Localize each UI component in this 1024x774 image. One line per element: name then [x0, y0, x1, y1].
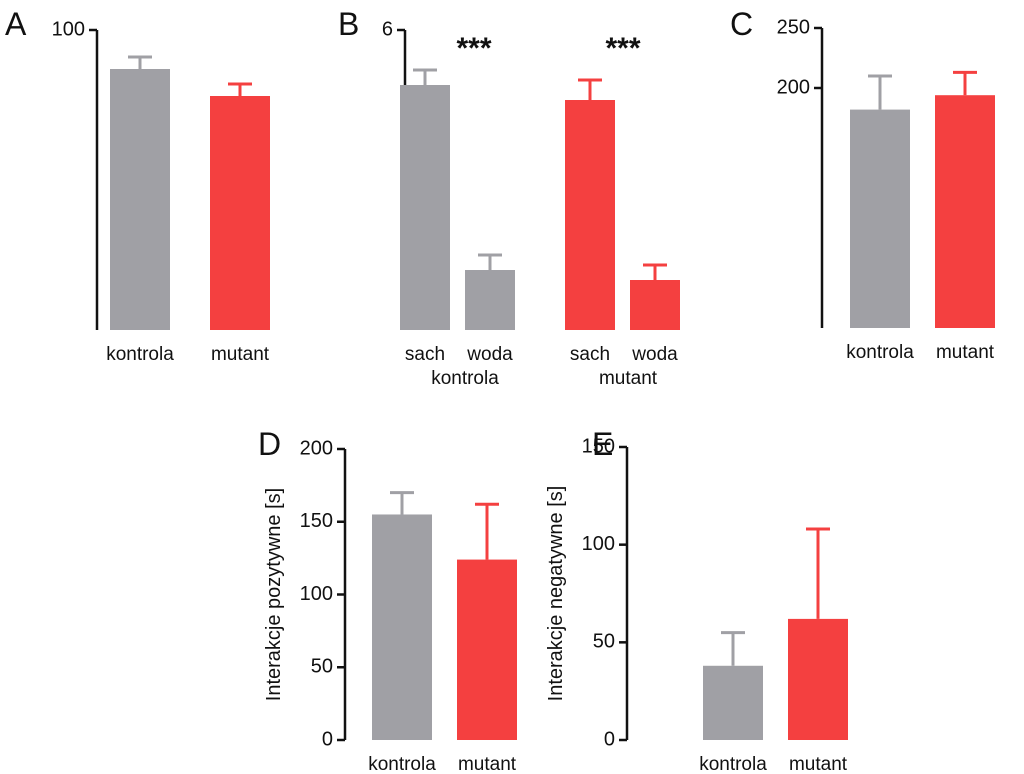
bar	[630, 280, 680, 330]
y-tick-label: 200	[300, 437, 333, 459]
x-tick-label: sach	[405, 344, 445, 365]
panel-letter: E	[592, 426, 613, 462]
y-tick-label: 0	[322, 728, 333, 750]
significance: ***	[456, 32, 491, 65]
x-tick-label: woda	[631, 344, 678, 365]
bar	[457, 559, 517, 740]
panel-letter: C	[730, 6, 753, 42]
y-tick-label: 100	[300, 583, 333, 605]
y-axis-label: Interakcje pozytywne [s]	[263, 488, 285, 701]
y-tick-label: 150	[300, 510, 333, 532]
y-tick-label: 250	[777, 16, 810, 38]
bar	[935, 95, 995, 328]
x-tick-label: mutant	[789, 754, 848, 774]
bar	[703, 665, 763, 740]
y-tick-label: 100	[582, 533, 615, 555]
bar	[788, 618, 848, 740]
bar	[565, 100, 615, 330]
y-tick-label: 100	[52, 18, 85, 40]
y-tick-label: 50	[593, 631, 615, 653]
y-tick-label: 150	[582, 435, 615, 457]
bar	[210, 96, 270, 330]
x-tick-label: kontrola	[699, 754, 767, 774]
x-tick-label: mutant	[458, 754, 517, 774]
panel-letter: D	[258, 426, 281, 462]
group-label: mutant	[599, 368, 658, 389]
x-tick-label: mutant	[211, 344, 270, 365]
x-tick-label: sach	[570, 344, 610, 365]
x-tick-label: mutant	[936, 342, 995, 363]
bar	[400, 85, 450, 330]
bar	[372, 514, 432, 740]
panel-letter: A	[5, 6, 27, 42]
significance: ***	[605, 32, 640, 65]
y-tick-label: 50	[311, 656, 333, 678]
y-tick-label: 6	[382, 18, 393, 40]
y-axis-label: Interakcje negatywne [s]	[545, 486, 567, 702]
x-tick-label: kontrola	[106, 344, 174, 365]
group-label: kontrola	[431, 368, 499, 389]
bar	[465, 270, 515, 330]
y-tick-label: 0	[604, 728, 615, 750]
x-tick-label: kontrola	[368, 754, 436, 774]
x-tick-label: kontrola	[846, 342, 914, 363]
panel-letter: B	[338, 6, 359, 42]
y-tick-label: 200	[777, 76, 810, 98]
bar	[850, 109, 910, 328]
x-tick-label: woda	[466, 344, 513, 365]
bar	[110, 69, 170, 330]
